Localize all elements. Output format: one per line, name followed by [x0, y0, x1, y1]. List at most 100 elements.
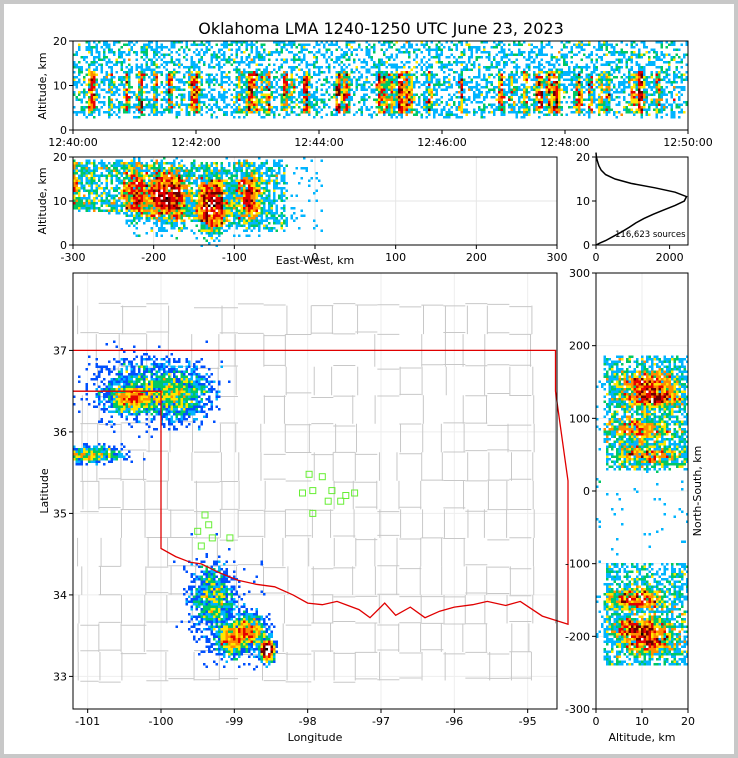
- time-height-source-cell: [358, 78, 361, 81]
- time-height-source-cell: [338, 71, 341, 74]
- time-height-source-cell: [275, 76, 278, 79]
- time-height-source-cell: [580, 86, 583, 89]
- time-height-source-cell: [153, 113, 156, 116]
- time-height-source-cell: [580, 88, 583, 91]
- time-height-source-cell: [365, 41, 368, 44]
- ew-source-cell: [130, 187, 133, 190]
- time-height-source-cell: [103, 101, 106, 104]
- time-height-source-cell: [73, 78, 76, 81]
- time-height-source-cell: [638, 81, 641, 84]
- time-height-source-cell: [158, 66, 161, 69]
- time-height-source-cell: [263, 88, 266, 91]
- ew-source-cell: [160, 159, 163, 162]
- time-height-source-cell: [493, 113, 496, 116]
- time-height-source-cell: [410, 78, 413, 81]
- time-height-source-cell: [408, 108, 411, 111]
- time-height-source-cell: [448, 103, 451, 106]
- time-height-source-cell: [373, 111, 376, 114]
- time-height-source-cell: [150, 86, 153, 89]
- time-height-source-cell: [440, 51, 443, 54]
- time-height-source-cell: [143, 48, 146, 51]
- time-height-source-cell: [630, 68, 633, 71]
- time-height-source-cell: [675, 106, 678, 109]
- time-height-source-cell: [135, 73, 138, 76]
- time-height-source-cell: [510, 111, 513, 114]
- time-height-source-cell: [243, 61, 246, 64]
- time-height-source-cell: [245, 91, 248, 94]
- time-height-source-cell: [75, 113, 78, 116]
- time-height-source-cell: [660, 88, 663, 91]
- ew-source-cell: [160, 184, 163, 187]
- time-height-source-cell: [683, 78, 686, 81]
- time-height-source-cell: [235, 96, 238, 99]
- time-height-source-cell: [678, 76, 681, 79]
- time-height-source-cell: [630, 96, 633, 99]
- time-height-source-cell: [238, 83, 241, 86]
- time-height-source-cell: [113, 43, 116, 46]
- ew-source-cell: [208, 174, 211, 177]
- time-height-source-cell: [528, 63, 531, 66]
- ew-source-cell: [260, 182, 263, 185]
- time-height-source-cell: [155, 86, 158, 89]
- time-height-source-cell: [178, 53, 181, 56]
- ew-source-cell: [130, 159, 133, 162]
- time-height-source-cell: [528, 66, 531, 69]
- time-height-source-cell: [268, 58, 271, 61]
- ew-source-cell: [250, 177, 253, 180]
- time-height-source-cell: [125, 103, 128, 106]
- time-height-source-cell: [535, 76, 538, 79]
- time-height-source-cell: [400, 93, 403, 96]
- time-height-source-cell: [498, 106, 501, 109]
- time-height-source-cell: [603, 63, 606, 66]
- time-height-source-cell: [308, 81, 311, 84]
- time-height-source-cell: [498, 71, 501, 74]
- time-height-source-cell: [385, 96, 388, 99]
- altitude-tick-label: 10: [53, 80, 67, 93]
- time-height-source-cell: [345, 51, 348, 54]
- time-height-source-cell: [333, 86, 336, 89]
- time-height-source-cell: [163, 108, 166, 111]
- time-height-source-cell: [365, 51, 368, 54]
- time-height-source-cell: [375, 101, 378, 104]
- time-height-source-cell: [523, 106, 526, 109]
- ew-source-cell: [83, 172, 86, 175]
- time-height-source-cell: [533, 83, 536, 86]
- time-height-source-cell: [380, 96, 383, 99]
- ew-source-cell: [218, 179, 221, 182]
- time-height-source-cell: [598, 48, 601, 51]
- time-height-source-cell: [115, 71, 118, 74]
- time-height-source-cell: [600, 46, 603, 49]
- ew-source-cell: [130, 189, 133, 192]
- time-height-source-cell: [510, 83, 513, 86]
- time-height-source-cell: [560, 56, 563, 59]
- time-height-source-cell: [88, 41, 91, 44]
- time-height-source-cell: [493, 56, 496, 59]
- time-height-source-cell: [260, 86, 263, 89]
- time-height-source-cell: [410, 96, 413, 99]
- time-height-source-cell: [115, 61, 118, 64]
- time-height-source-cell: [160, 46, 163, 49]
- time-height-source-cell: [663, 91, 666, 94]
- time-height-source-cell: [583, 98, 586, 101]
- ew-source-cell: [220, 174, 223, 177]
- time-height-source-cell: [478, 106, 481, 109]
- time-height-source-cell: [358, 43, 361, 46]
- time-height-source-cell: [640, 98, 643, 101]
- time-tick-label: 12:40:00: [48, 136, 97, 149]
- time-height-source-cell: [540, 96, 543, 99]
- time-height-source-cell: [490, 88, 493, 91]
- time-height-source-cell: [343, 68, 346, 71]
- time-height-source-cell: [593, 71, 596, 74]
- ew-source-cell: [245, 174, 248, 177]
- time-height-source-cell: [545, 88, 548, 91]
- time-height-source-cell: [138, 73, 141, 76]
- ew-source-cell: [83, 187, 86, 190]
- time-height-source-cell: [658, 103, 661, 106]
- time-height-source-cell: [640, 73, 643, 76]
- time-height-source-cell: [435, 103, 438, 106]
- time-height-source-cell: [378, 76, 381, 79]
- time-height-source-cell: [80, 71, 83, 74]
- time-height-source-cell: [105, 63, 108, 66]
- ew-source-cell: [270, 172, 273, 175]
- time-height-source-cell: [410, 98, 413, 101]
